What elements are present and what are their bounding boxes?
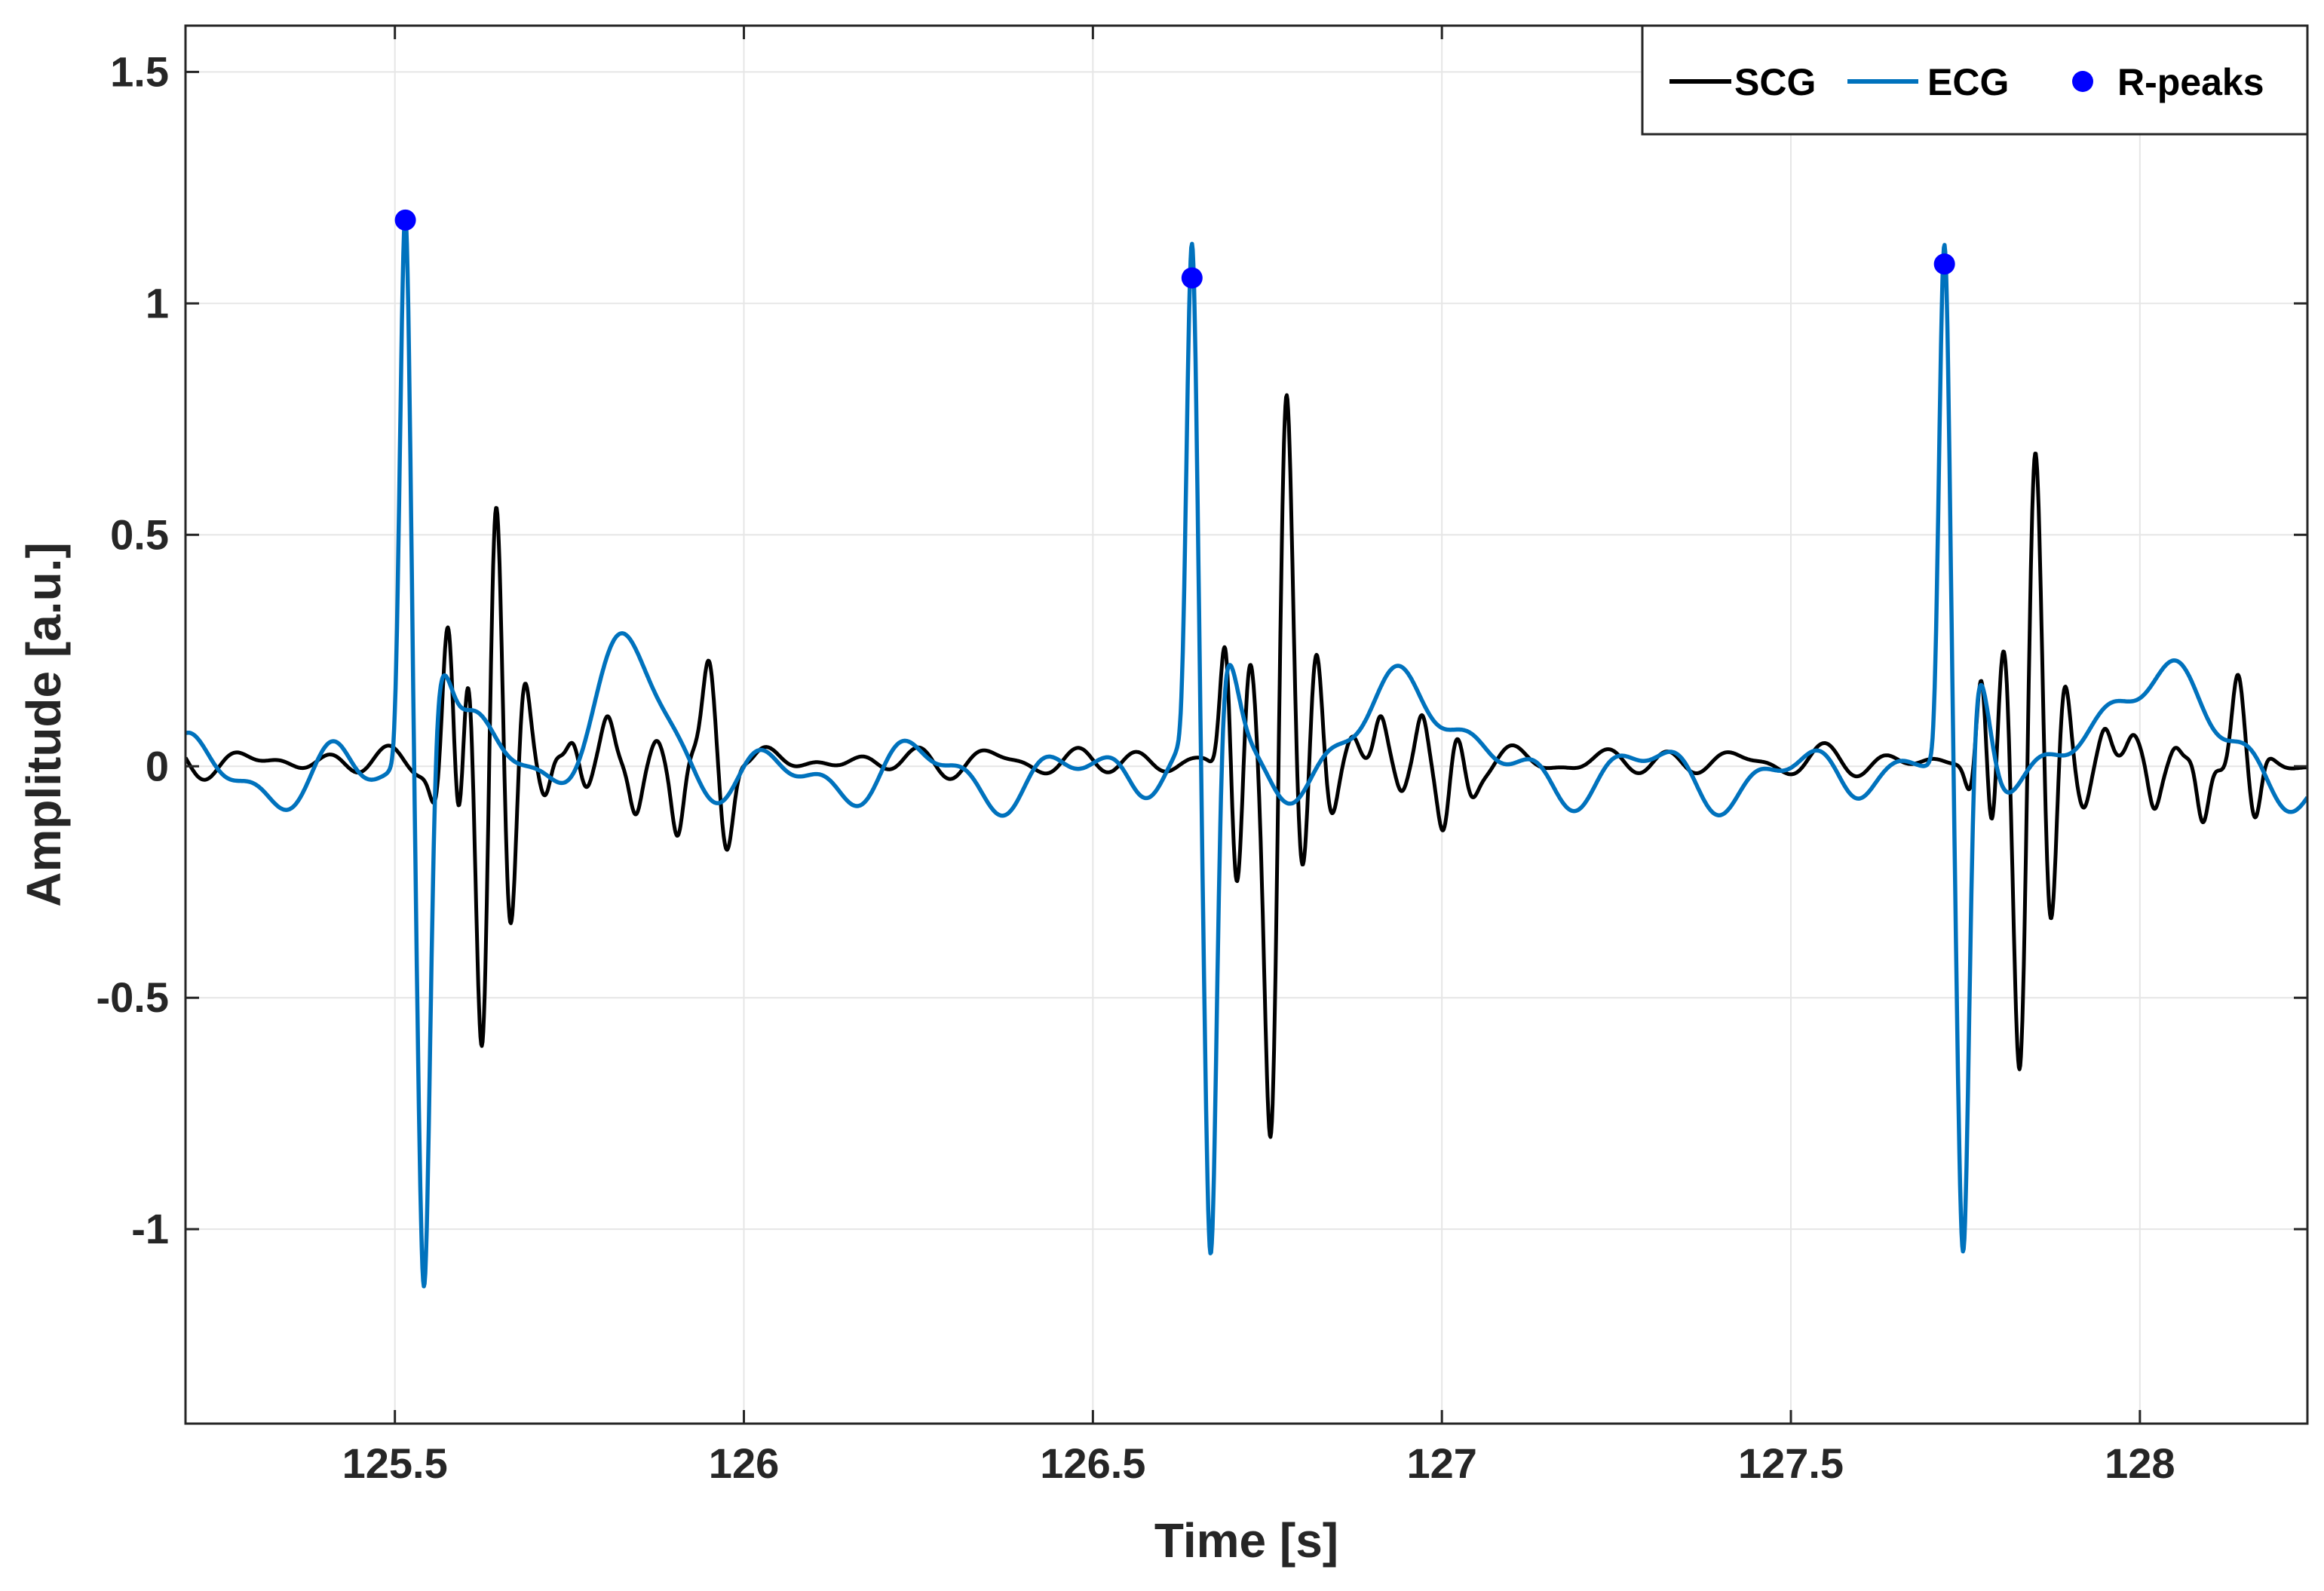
- legend-box: [1641, 24, 2309, 136]
- x-axis-title: Time [s]: [1154, 1513, 1338, 1568]
- x-tick-label: 127: [1406, 1439, 1476, 1487]
- legend-rpeaks-swatch: [2072, 71, 2093, 92]
- x-tick-label: 126.5: [1040, 1439, 1145, 1487]
- y-tick-label: 0: [146, 742, 169, 789]
- axis-ticks: 125.5 126 126.5 127 127.5 128 -1 -0.5 0 0.5 1 1.5: [97, 26, 2307, 1487]
- r-peak-marker: [1933, 253, 1955, 275]
- r-peak-marker: [394, 209, 416, 231]
- axes-box: [184, 24, 2309, 1425]
- legend: SCG ECG R-peaks: [1641, 24, 2309, 136]
- legend-rpeaks-label: R-peaks: [2117, 61, 2264, 103]
- y-tick-label: 1: [146, 279, 169, 326]
- legend-ecg-label: ECG: [1927, 61, 2009, 103]
- r-peak-marker: [1181, 267, 1203, 289]
- plot-area: [185, 209, 2307, 1289]
- x-tick-label: 125.5: [342, 1439, 448, 1487]
- x-tick-label: 127.5: [1738, 1439, 1844, 1487]
- grid: [185, 26, 2307, 1424]
- y-tick-label: -0.5: [97, 973, 170, 1021]
- x-tick-label: 126: [709, 1439, 779, 1487]
- legend-scg-label: SCG: [1734, 61, 1816, 103]
- y-axis-title: Amplitude [a.u.]: [17, 542, 71, 907]
- x-tick-label: 128: [2105, 1439, 2175, 1487]
- y-tick-label: 0.5: [110, 510, 169, 558]
- y-tick-label: -1: [131, 1205, 169, 1252]
- series-ecg-line: [185, 214, 2307, 1289]
- y-tick-label: 1.5: [110, 48, 169, 95]
